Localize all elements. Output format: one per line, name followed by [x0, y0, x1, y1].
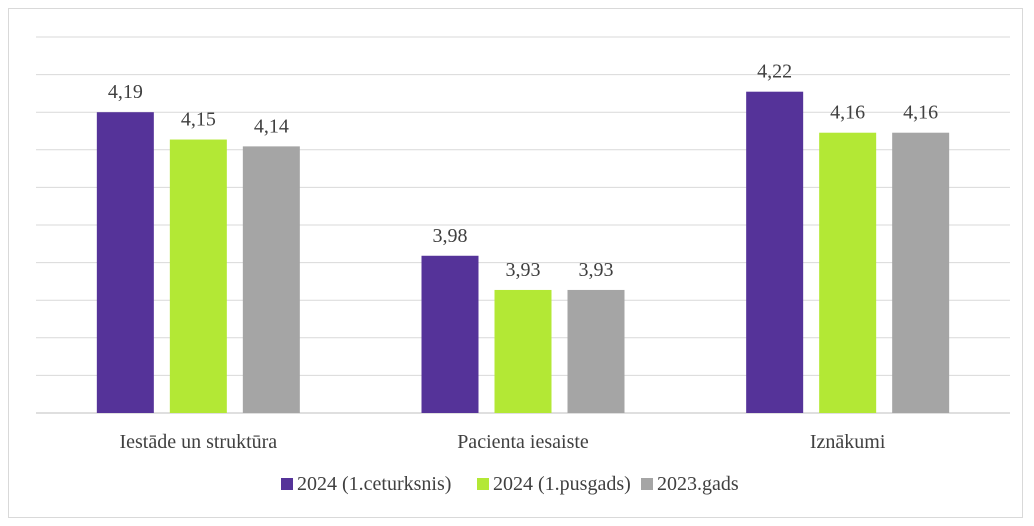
legend-label: 2023.gads: [657, 473, 739, 495]
data-label: 4,16: [903, 102, 938, 124]
legend-label: 2024 (1.pusgads): [493, 473, 631, 495]
legend-swatch: [641, 478, 653, 490]
legend-label: 2024 (1.ceturksnis): [297, 473, 451, 495]
data-label: 4,16: [830, 102, 865, 124]
bar: [169, 139, 227, 413]
bar: [421, 255, 479, 413]
legend: 2024 (1.ceturksnis) 2024 (1.pusgads) 2023.…: [281, 473, 739, 495]
bar: [892, 132, 950, 413]
bars: [96, 91, 950, 413]
data-labels: 4,19 4,15 4,14 3,98 3,93 3,93 4,22 4,16 4,16: [108, 61, 938, 281]
category-label: Pacienta iesaiste: [457, 431, 589, 453]
legend-swatch: [477, 478, 489, 490]
bar: [819, 132, 877, 413]
data-label: 4,22: [757, 61, 792, 83]
category-label: Iznākumi: [810, 431, 886, 453]
data-label: 4,19: [108, 81, 143, 103]
data-label: 3,93: [506, 259, 541, 281]
data-label: 3,93: [579, 259, 614, 281]
bar: [567, 289, 625, 413]
data-label: 4,14: [254, 115, 289, 137]
data-label: 3,98: [433, 225, 468, 247]
data-label: 4,15: [181, 109, 216, 131]
category-labels: Iestāde un struktūra Pacienta iesaiste Izn…: [119, 431, 885, 453]
category-label: Iestāde un struktūra: [119, 431, 277, 453]
bar: [746, 91, 804, 413]
bar: [96, 112, 154, 413]
legend-swatch: [281, 478, 293, 490]
bar: [242, 146, 300, 413]
bar: [494, 289, 552, 413]
